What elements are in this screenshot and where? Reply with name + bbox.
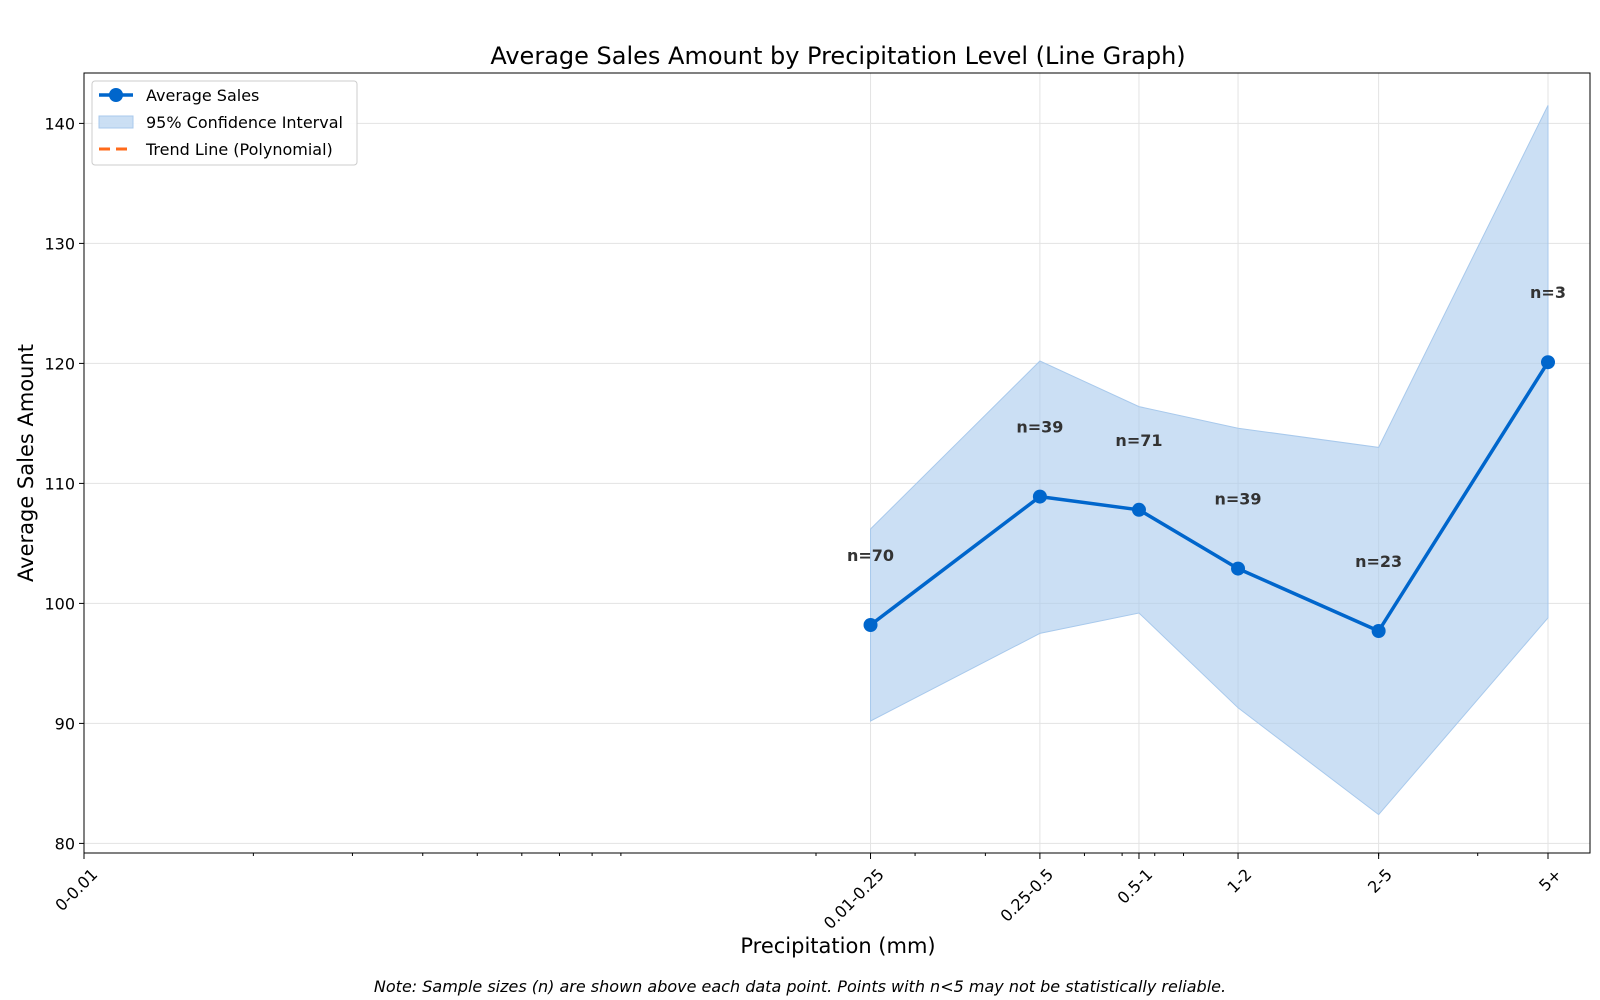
x-tick-label: 0.5-1: [1114, 865, 1157, 908]
y-tick-label: 130: [44, 234, 75, 253]
confidence-band: [870, 105, 1549, 816]
sample-size-labels: n=70 n=39 n=71 n=39 n=23 n=3: [847, 283, 1566, 571]
x-tick-label: 5+: [1535, 865, 1565, 895]
legend-label: Average Sales: [146, 86, 259, 105]
n-label: n=23: [1355, 552, 1402, 571]
footnote: Note: Sample sizes (n) are shown above e…: [373, 977, 1227, 996]
y-tick-label: 120: [44, 354, 75, 373]
plot-frame: [83, 72, 1591, 854]
data-point: [863, 618, 878, 632]
n-label: n=39: [1016, 418, 1063, 437]
x-axis-ticks: 0-0.01 0.01-0.25 0.25-0.5 0.5-1 1-2 2-5 5+: [51, 853, 1565, 933]
y-tick-label: 100: [44, 594, 75, 613]
series-line: [869, 361, 1550, 633]
data-point: [1032, 489, 1047, 504]
legend: Average Sales 95% Confidence Interval Tren…: [91, 80, 358, 166]
n-label: n=3: [1530, 283, 1566, 302]
y-axis-ticks: 80 90 100 110 120 130 140: [44, 114, 84, 853]
x-tick-label: 0-0.01: [51, 865, 101, 915]
legend-box: [91, 80, 358, 166]
legend-swatch-patch: [98, 115, 134, 129]
x-tick-label: 0.01-0.25: [820, 865, 888, 933]
series-average-sales: [863, 355, 1555, 638]
data-point: [1231, 561, 1246, 576]
n-label: n=39: [1215, 490, 1262, 509]
x-tick-label: 2-5: [1364, 865, 1396, 897]
data-point: [1371, 624, 1386, 638]
y-tick-label: 90: [55, 714, 75, 733]
data-point: [1541, 355, 1555, 370]
y-axis-label: Average Sales Amount: [14, 344, 38, 582]
chart-title: Average Sales Amount by Precipitation Le…: [490, 42, 1185, 70]
legend-label: 95% Confidence Interval: [146, 113, 343, 132]
data-point: [1131, 502, 1146, 517]
legend-label: Trend Line (Polynomial): [145, 140, 333, 159]
x-tick-label: 1-2: [1223, 865, 1255, 897]
y-tick-label: 140: [44, 114, 75, 133]
x-axis-label: Precipitation (mm): [740, 934, 935, 958]
legend-swatch-marker: [109, 88, 123, 102]
y-tick-label: 80: [55, 834, 75, 853]
x-tick-label: 0.25-0.5: [997, 865, 1058, 926]
n-label: n=70: [847, 546, 894, 565]
ci-band-area: [870, 105, 1549, 816]
n-label: n=71: [1115, 431, 1162, 450]
y-tick-label: 110: [44, 474, 75, 493]
